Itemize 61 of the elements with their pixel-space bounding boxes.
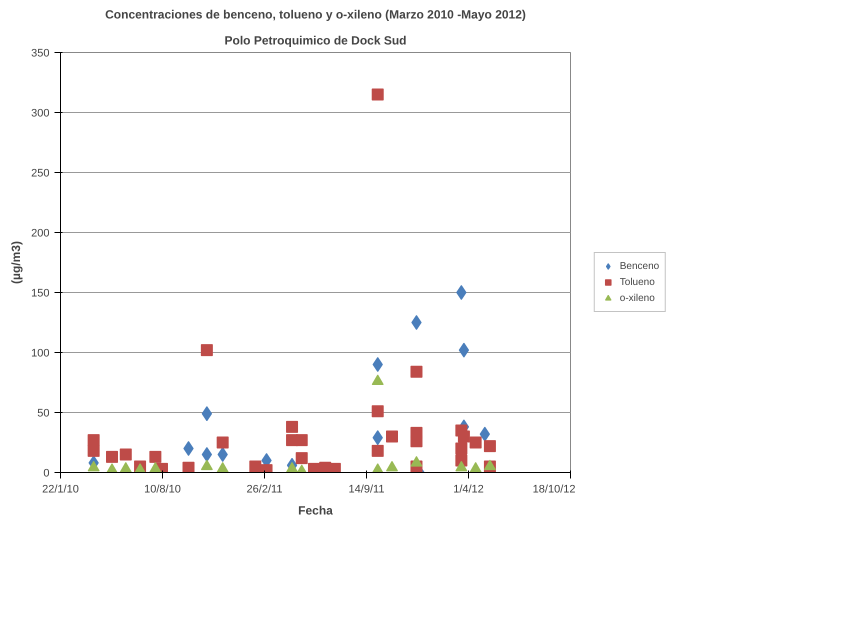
point bbox=[106, 450, 118, 463]
y-tick-label: 350 bbox=[31, 48, 50, 60]
point bbox=[372, 405, 384, 418]
point bbox=[286, 420, 298, 433]
point bbox=[372, 88, 384, 100]
point bbox=[286, 462, 298, 472]
point bbox=[410, 435, 422, 448]
point bbox=[216, 462, 229, 472]
point bbox=[410, 366, 422, 378]
y-tick-label: 100 bbox=[31, 348, 50, 360]
point bbox=[202, 447, 212, 462]
y-tick-label: 150 bbox=[31, 288, 50, 300]
point bbox=[202, 406, 212, 422]
point bbox=[149, 462, 162, 472]
point bbox=[470, 436, 482, 448]
legend-label: Tolueno bbox=[620, 276, 655, 288]
legend-label: o-xileno bbox=[620, 292, 655, 304]
point bbox=[88, 434, 100, 446]
point bbox=[183, 441, 194, 456]
point bbox=[149, 450, 162, 463]
point bbox=[411, 315, 422, 330]
y-tick-label: 250 bbox=[31, 168, 50, 180]
point bbox=[216, 436, 229, 448]
point bbox=[120, 448, 132, 460]
x-tick-label: 10/8/10 bbox=[144, 484, 181, 496]
chart-title: Concentraciones de benceno, tolueno y o-xileno (Marzo 2010 -Mayo 2012) bbox=[105, 8, 526, 22]
point bbox=[200, 344, 213, 356]
point bbox=[484, 440, 496, 452]
x-tick-label: 18/10/12 bbox=[532, 484, 576, 496]
x-tick-label: 22/1/10 bbox=[42, 484, 79, 496]
y-tick-label: 50 bbox=[37, 408, 50, 420]
point bbox=[218, 447, 228, 462]
point bbox=[386, 460, 398, 472]
point bbox=[456, 285, 467, 300]
x-tick-label: 14/9/11 bbox=[348, 484, 384, 496]
y-axis-title: (µg/m3) bbox=[9, 241, 24, 284]
point bbox=[249, 460, 262, 472]
point bbox=[120, 462, 132, 472]
point bbox=[372, 357, 383, 372]
y-tick-label: 200 bbox=[31, 228, 50, 240]
point bbox=[372, 444, 384, 457]
y-tick-label: 0 bbox=[43, 468, 50, 480]
point bbox=[296, 452, 308, 464]
x-tick-label: 26/2/11 bbox=[246, 484, 282, 496]
point bbox=[458, 430, 470, 442]
y-tick-label: 300 bbox=[31, 108, 50, 120]
point bbox=[470, 462, 482, 472]
chart-subtitle: Polo Petroquimico de Dock Sud bbox=[224, 34, 407, 48]
x-axis-title: Fecha bbox=[298, 504, 334, 518]
point bbox=[88, 460, 100, 472]
x-tick-label: 1/4/12 bbox=[453, 484, 484, 496]
point bbox=[182, 462, 195, 472]
point bbox=[296, 434, 308, 446]
point bbox=[455, 442, 468, 454]
point bbox=[458, 342, 470, 358]
point bbox=[386, 430, 398, 442]
point bbox=[455, 460, 468, 472]
legend-label: Benceno bbox=[620, 260, 660, 272]
point bbox=[88, 444, 100, 457]
point bbox=[410, 456, 422, 467]
point bbox=[200, 460, 213, 470]
